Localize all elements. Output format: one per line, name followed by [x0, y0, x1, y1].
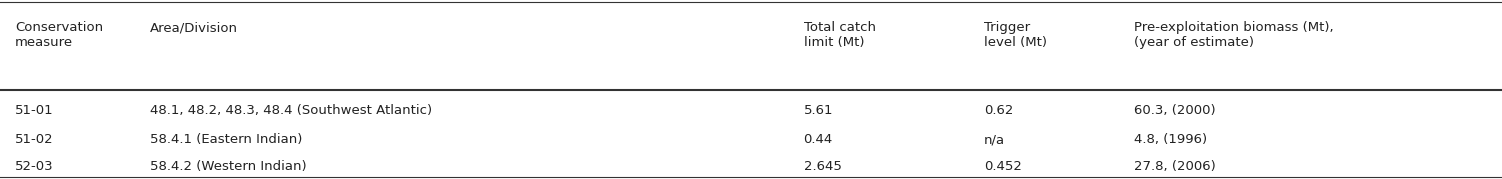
Text: Area/Division: Area/Division — [150, 21, 239, 35]
Text: 51-01: 51-01 — [15, 105, 54, 117]
Text: Total catch
limit (Mt): Total catch limit (Mt) — [804, 21, 876, 49]
Text: 51-02: 51-02 — [15, 133, 54, 146]
Text: 0.44: 0.44 — [804, 133, 832, 146]
Text: 52-03: 52-03 — [15, 160, 54, 173]
Text: Conservation
measure: Conservation measure — [15, 21, 104, 49]
Text: 5.61: 5.61 — [804, 105, 834, 117]
Text: 4.8, (1996): 4.8, (1996) — [1134, 133, 1208, 146]
Text: 0.452: 0.452 — [984, 160, 1021, 173]
Text: 2.645: 2.645 — [804, 160, 841, 173]
Text: Trigger
level (Mt): Trigger level (Mt) — [984, 21, 1047, 49]
Text: 27.8, (2006): 27.8, (2006) — [1134, 160, 1215, 173]
Text: 58.4.1 (Eastern Indian): 58.4.1 (Eastern Indian) — [150, 133, 302, 146]
Text: 58.4.2 (Western Indian): 58.4.2 (Western Indian) — [150, 160, 306, 173]
Text: 48.1, 48.2, 48.3, 48.4 (Southwest Atlantic): 48.1, 48.2, 48.3, 48.4 (Southwest Atlant… — [150, 105, 433, 117]
Text: 0.62: 0.62 — [984, 105, 1014, 117]
Text: Pre-exploitation biomass (Mt),
(year of estimate): Pre-exploitation biomass (Mt), (year of … — [1134, 21, 1334, 49]
Text: 60.3, (2000): 60.3, (2000) — [1134, 105, 1215, 117]
Text: n/a: n/a — [984, 133, 1005, 146]
